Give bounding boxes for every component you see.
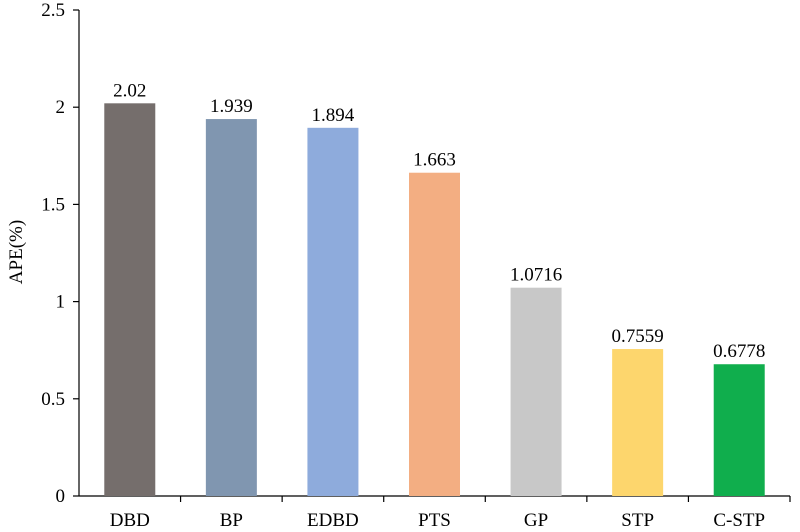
category-labels: DBD BP EDBD PTS GP STP C-STP: [110, 496, 791, 531]
bar-bp: [205, 119, 257, 496]
category-label-stp: STP: [621, 510, 654, 531]
category-label-gp: GP: [524, 510, 548, 531]
data-label-edbd: 1.894: [312, 105, 355, 126]
y-tick-label: 0.5: [41, 389, 65, 410]
data-label-gp: 1.0716: [510, 265, 562, 286]
data-label-stp: 0.7559: [612, 326, 664, 347]
category-label-bp: BP: [220, 510, 243, 531]
category-label-pts: PTS: [418, 510, 451, 531]
y-axis-title: APE(%): [6, 220, 27, 284]
y-tick-label: 1: [56, 292, 66, 313]
data-label-dbd: 2.02: [113, 80, 146, 101]
y-tick-label: 2: [56, 97, 66, 118]
bar-c-stp: [713, 364, 765, 496]
y-tick-label: 0: [56, 486, 66, 507]
bar-gp: [510, 287, 562, 496]
y-tick-label: 2.5: [41, 0, 65, 21]
bar-dbd: [104, 103, 156, 496]
y-tick-label: 1.5: [41, 194, 65, 215]
category-label-c-stp: C-STP: [713, 510, 765, 531]
data-label-c-stp: 0.6778: [713, 341, 765, 362]
y-axis-ticks: 0 0.5 1 1.5 2 2.5: [41, 0, 79, 507]
bar-stp: [612, 349, 664, 496]
category-label-dbd: DBD: [110, 510, 150, 531]
data-label-bp: 1.939: [210, 96, 253, 117]
bar-pts: [409, 172, 460, 496]
bars: [104, 103, 765, 496]
category-label-edbd: EDBD: [307, 510, 359, 531]
bar-edbd: [307, 127, 359, 496]
data-labels: 2.02 1.939 1.894 1.663 1.0716 0.7559 0.6778: [113, 80, 765, 362]
data-label-pts: 1.663: [413, 150, 456, 171]
